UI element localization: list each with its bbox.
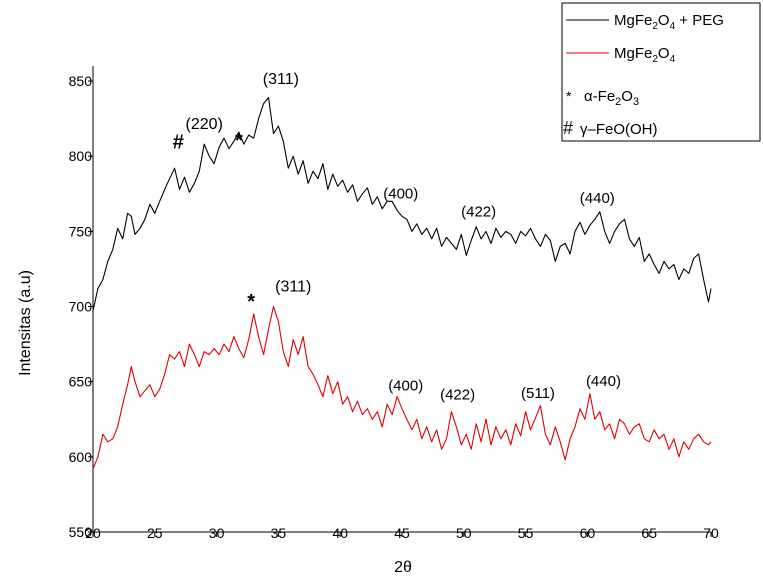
x-tick-label: 20 bbox=[85, 525, 101, 541]
x-tick-label: 30 bbox=[209, 525, 225, 541]
y-tick-label: 800 bbox=[69, 148, 93, 164]
y-axis-title: Intensitas (a.u) bbox=[17, 270, 34, 376]
peak-label-black: (220) bbox=[186, 116, 223, 133]
peak-label-red: (422) bbox=[440, 387, 475, 404]
legend-label-peg: MgFe2O4 + PEG bbox=[614, 12, 724, 32]
series-layer bbox=[92, 97, 712, 470]
peak-label-red: (511) bbox=[521, 385, 555, 402]
peak-label-red: * bbox=[247, 291, 255, 313]
y-tick-label: 650 bbox=[69, 374, 93, 390]
peak-label-red: (400) bbox=[388, 378, 423, 395]
y-tick-label: 600 bbox=[69, 449, 93, 465]
series-line-mgfe2o4 bbox=[92, 305, 712, 470]
x-tick-label: 40 bbox=[332, 525, 348, 541]
peak-label-black: # bbox=[173, 132, 184, 154]
legend-label-plain: MgFe2O4 bbox=[614, 45, 676, 65]
peak-label-black: (440) bbox=[580, 190, 615, 207]
y-tick-label: 750 bbox=[69, 223, 93, 239]
axes: 20 25 30 35 40 45 50 55 60 65 70 550 600 650 700 750 800… bbox=[69, 66, 719, 541]
y-tick-label: 700 bbox=[69, 299, 93, 315]
x-tick-label: 70 bbox=[703, 525, 719, 541]
x-tick-label: 25 bbox=[147, 525, 163, 541]
x-tick-label: 45 bbox=[394, 525, 410, 541]
peak-label-black: (311) bbox=[263, 71, 299, 88]
peak-label-red: (440) bbox=[586, 373, 621, 390]
legend-note-hash-symbol: # bbox=[563, 118, 573, 138]
x-tick-label: 60 bbox=[580, 525, 596, 541]
peak-label-black: (422) bbox=[461, 203, 496, 220]
legend-box bbox=[561, 2, 761, 142]
x-tick-label: 35 bbox=[271, 525, 287, 541]
peak-label-red: (311) bbox=[275, 278, 311, 295]
legend-note-star-symbol: * bbox=[566, 88, 572, 104]
peak-label-black: * bbox=[235, 130, 243, 152]
peak-label-black: (400) bbox=[383, 185, 418, 202]
legend-note-alpha: α-Fe2O3 bbox=[584, 88, 639, 108]
legend-note-gamma: γ–FeO(OH) bbox=[580, 121, 658, 138]
peak-annotations: #(220)*(311)(400)(422)(440)*(311)(400)(4… bbox=[173, 71, 621, 404]
x-tick-label: 55 bbox=[518, 525, 534, 541]
legend: MgFe2O4 + PEG MgFe2O4 * α-Fe2O3 # γ–FeO(… bbox=[561, 2, 761, 142]
x-tick-label: 65 bbox=[641, 525, 657, 541]
y-tick-label: 550 bbox=[69, 524, 93, 540]
x-axis-title: 2θ bbox=[394, 559, 412, 576]
x-tick-label: 50 bbox=[456, 525, 472, 541]
series-line-mgfe2o4-peg bbox=[92, 97, 712, 312]
y-tick-label: 850 bbox=[69, 73, 93, 89]
